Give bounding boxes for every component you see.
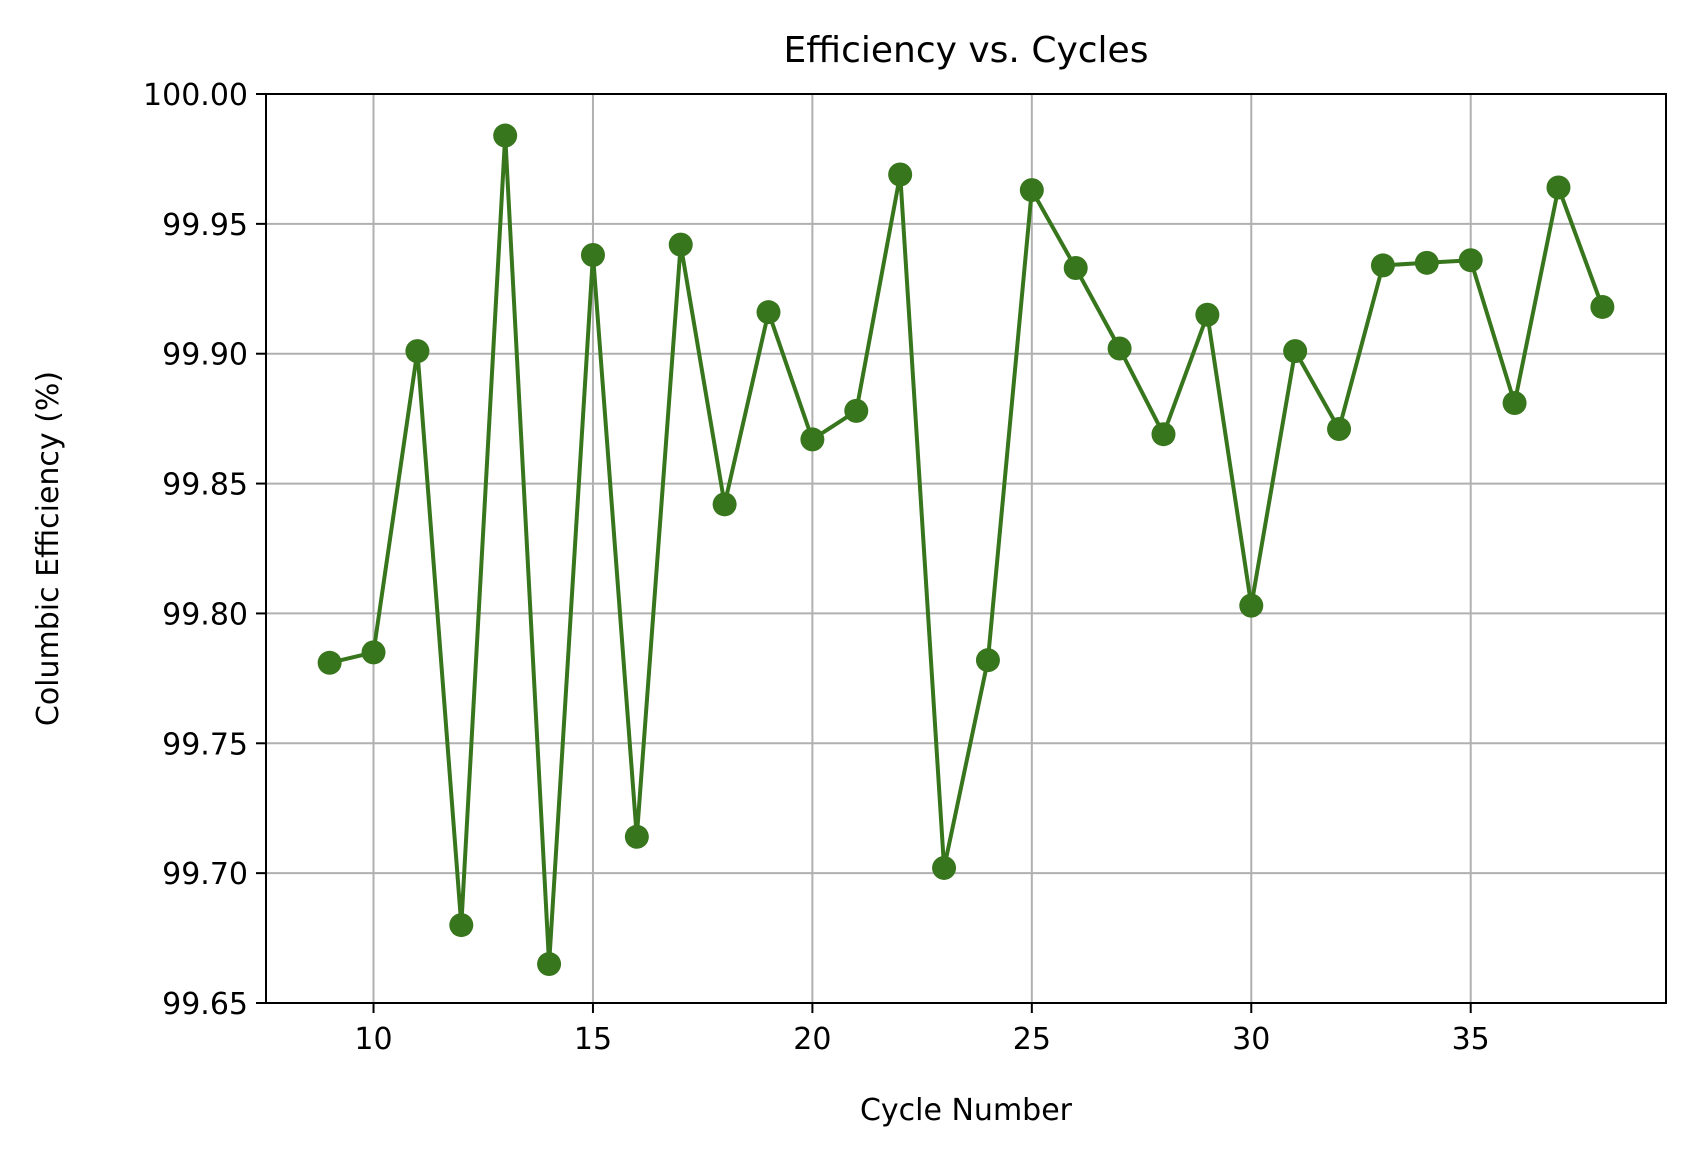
data-point — [1370, 253, 1395, 278]
series-layer — [317, 123, 1615, 977]
data-point — [537, 952, 562, 977]
data-point — [756, 300, 781, 325]
tick-layer: 10 15 20 25 30 35 99.65 99.70 99.75 99.80 99.85 99.… — [143, 78, 1490, 1057]
data-point — [1458, 248, 1483, 273]
data-point — [624, 824, 649, 849]
data-point — [1502, 391, 1527, 416]
x-tick-label: 30 — [1232, 1022, 1270, 1057]
data-point — [1414, 250, 1439, 275]
plot-frame — [265, 93, 1667, 1004]
y-tick-label: 99.75 — [162, 727, 248, 762]
data-point — [580, 243, 605, 268]
data-point — [1195, 302, 1220, 327]
data-point — [1239, 593, 1264, 618]
x-tick-label: 15 — [574, 1022, 612, 1057]
data-point — [888, 162, 913, 187]
data-point — [932, 855, 957, 880]
data-point — [1063, 256, 1088, 281]
data-point — [493, 123, 518, 148]
x-tick-label: 35 — [1452, 1022, 1490, 1057]
data-point — [361, 640, 386, 665]
data-point — [1327, 417, 1352, 442]
x-tick-label: 25 — [1013, 1022, 1051, 1057]
data-point — [317, 650, 342, 675]
y-tick-label: 100.00 — [143, 78, 248, 113]
y-tick-label: 99.70 — [162, 857, 248, 892]
data-point — [1283, 339, 1308, 364]
y-tick-label: 99.90 — [162, 338, 248, 373]
x-axis-label: Cycle Number — [860, 1093, 1073, 1128]
data-point — [668, 232, 693, 257]
y-axis-label: Columbic Efficiency (%) — [31, 371, 66, 726]
data-point — [1590, 294, 1615, 319]
data-point — [1107, 336, 1132, 361]
data-point — [712, 492, 737, 517]
x-tick-label: 20 — [793, 1022, 831, 1057]
x-tick-label: 10 — [354, 1022, 392, 1057]
data-point — [449, 913, 474, 938]
data-point — [1546, 175, 1571, 200]
y-tick-label: 99.85 — [162, 468, 248, 503]
data-point — [1151, 422, 1176, 447]
y-tick-label: 99.65 — [162, 987, 248, 1022]
data-point — [975, 648, 1000, 673]
y-tick-label: 99.95 — [162, 208, 248, 243]
data-point — [1019, 178, 1044, 203]
y-tick-label: 99.80 — [162, 597, 248, 632]
data-point — [844, 398, 869, 423]
chart-title: Efficiency vs. Cycles — [784, 30, 1149, 71]
data-point — [405, 339, 430, 364]
data-point — [800, 427, 825, 452]
